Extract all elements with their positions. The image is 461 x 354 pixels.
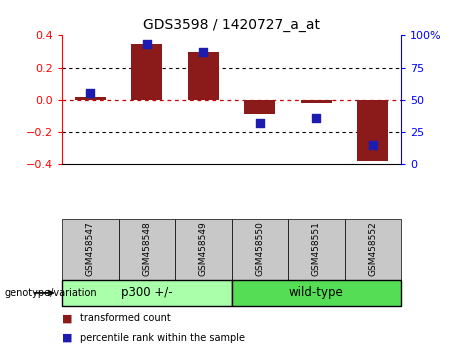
Text: GSM458552: GSM458552 bbox=[368, 221, 378, 276]
Text: ■: ■ bbox=[62, 333, 73, 343]
Text: wild-type: wild-type bbox=[289, 286, 344, 299]
Point bbox=[256, 120, 264, 126]
Text: transformed count: transformed count bbox=[80, 313, 171, 323]
Bar bbox=[188, 52, 219, 100]
Text: percentile rank within the sample: percentile rank within the sample bbox=[80, 333, 245, 343]
Text: GSM458549: GSM458549 bbox=[199, 221, 208, 276]
Bar bbox=[357, 100, 388, 161]
Text: p300 +/-: p300 +/- bbox=[121, 286, 173, 299]
Point bbox=[87, 91, 94, 96]
Text: genotype/variation: genotype/variation bbox=[5, 288, 97, 298]
Text: GSM458550: GSM458550 bbox=[255, 221, 265, 276]
Text: ■: ■ bbox=[62, 313, 73, 323]
Bar bbox=[244, 100, 275, 114]
Text: GSM458551: GSM458551 bbox=[312, 221, 321, 276]
Bar bbox=[131, 44, 162, 100]
Bar bbox=[75, 97, 106, 100]
Title: GDS3598 / 1420727_a_at: GDS3598 / 1420727_a_at bbox=[143, 18, 320, 32]
Point bbox=[200, 49, 207, 55]
Bar bbox=[301, 100, 332, 103]
Point bbox=[143, 41, 151, 47]
Text: GSM458547: GSM458547 bbox=[86, 221, 95, 276]
Text: GSM458548: GSM458548 bbox=[142, 221, 152, 276]
Point bbox=[313, 115, 320, 121]
Point bbox=[369, 142, 377, 148]
